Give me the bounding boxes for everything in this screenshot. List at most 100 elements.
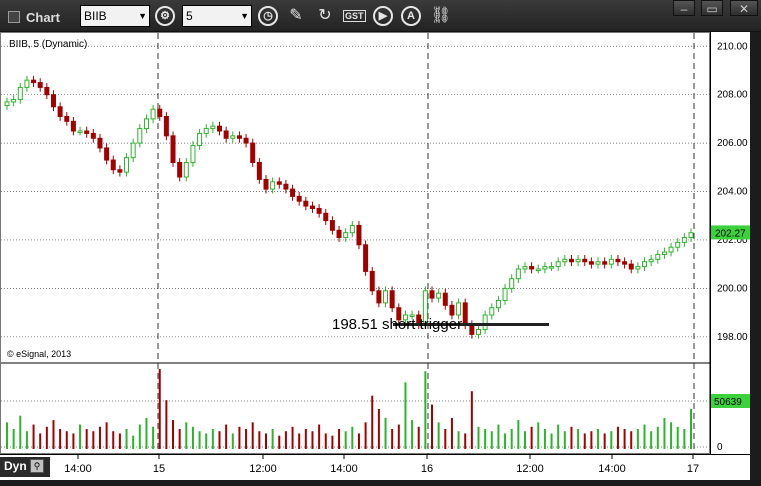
- candle-body: [409, 314, 415, 317]
- candle-body: [70, 120, 76, 132]
- volume-bar: [52, 420, 55, 449]
- volume-bar: [258, 431, 261, 449]
- volume-bar: [583, 433, 586, 449]
- candle-body: [110, 159, 116, 171]
- restore-button[interactable]: ▭: [701, 0, 723, 16]
- volume-bar: [198, 431, 201, 449]
- candle-body: [608, 258, 614, 265]
- volume-bar: [324, 433, 327, 449]
- candle-body: [263, 178, 269, 190]
- candle-body: [495, 299, 501, 309]
- candle-body: [582, 258, 588, 263]
- candle-body: [329, 220, 335, 231]
- candle-body: [542, 266, 548, 270]
- volume-bar: [25, 431, 28, 449]
- volume-bar: [603, 433, 606, 449]
- candle-body: [4, 101, 10, 107]
- candle-body: [402, 314, 408, 321]
- close-button[interactable]: ✕: [730, 0, 758, 16]
- link-icon[interactable]: ⛓: [430, 7, 452, 24]
- candle-body: [588, 261, 594, 265]
- volume-bar: [643, 424, 646, 449]
- candle-body: [475, 329, 481, 335]
- lock-icon[interactable]: ⚲: [30, 459, 44, 473]
- volume-bar: [397, 424, 400, 449]
- candle-body: [223, 130, 229, 139]
- candle-body: [635, 266, 641, 270]
- volume-bar: [504, 433, 507, 449]
- chevron-down-icon[interactable]: ▼: [240, 11, 249, 21]
- last-price-tag: [711, 225, 751, 240]
- volume-bar: [331, 435, 334, 449]
- play-icon[interactable]: ▶: [373, 6, 393, 26]
- volume-bar: [205, 433, 208, 449]
- volume-bar: [211, 429, 214, 449]
- interval-value: 5: [186, 9, 193, 23]
- last-price-label: 202.27: [715, 228, 746, 239]
- minimize-button[interactable]: –: [673, 0, 695, 16]
- volume-bar: [577, 429, 580, 449]
- axis-svg: 210.00 208.00 206.00 204.00 202.00 200.00 198.…: [711, 41, 751, 453]
- volume-bar: [191, 426, 194, 449]
- volume-bar: [384, 417, 387, 449]
- price-tick-label: 208.00: [717, 90, 748, 101]
- candle-body: [688, 232, 694, 239]
- time-tick-label: 15: [153, 463, 165, 475]
- volume-bar: [523, 431, 526, 449]
- chart-plot[interactable]: [1, 33, 711, 455]
- zoom-icon[interactable]: A: [401, 6, 421, 26]
- volume-bar: [85, 429, 88, 449]
- time-axis-svg: 14:00 15 12:00 14:00 16 12:00 14:00 17: [64, 455, 699, 475]
- volume-bar: [636, 429, 639, 449]
- volume-bar: [125, 429, 128, 449]
- candle-body: [449, 304, 455, 316]
- candle-body: [150, 108, 156, 120]
- studies-icon[interactable]: GST: [343, 5, 366, 27]
- volume-bar: [32, 424, 35, 449]
- candle-body: [628, 263, 634, 270]
- window-menu-icon[interactable]: [8, 11, 20, 23]
- candle-body: [595, 261, 601, 265]
- refresh-icon[interactable]: ↻: [318, 7, 332, 24]
- candle-body: [668, 246, 674, 253]
- price-tick-label: 200.00: [717, 283, 748, 294]
- candle-body: [270, 181, 276, 190]
- candle-body: [369, 270, 375, 292]
- volume-bar: [59, 429, 62, 449]
- volume-bar: [185, 422, 188, 449]
- volume-bar: [484, 429, 487, 449]
- candle-body: [456, 302, 462, 316]
- symbol-value: BIIB: [84, 9, 107, 23]
- time-axis[interactable]: 14:00 15 12:00 14:00 16 12:00 14:00 17: [0, 454, 750, 480]
- volume-bar: [6, 422, 8, 449]
- volume-bar: [630, 431, 633, 449]
- candle-body: [283, 183, 289, 190]
- clock-icon[interactable]: ◷: [258, 6, 278, 26]
- candle-body: [37, 82, 43, 88]
- volume-bar: [616, 426, 619, 449]
- volume-bar: [172, 420, 175, 449]
- volume-bar: [178, 429, 181, 449]
- chevron-down-icon[interactable]: ▼: [138, 11, 147, 21]
- symbol-combo[interactable]: BIIB ▼: [80, 5, 150, 27]
- candle-body: [469, 324, 475, 335]
- volume-bar: [278, 435, 281, 449]
- volume-bar: [537, 422, 540, 449]
- symbol-label: BIIB, 5 (Dynamic): [9, 39, 88, 50]
- price-tick-label: 210.00: [717, 41, 748, 52]
- pencil-draw-icon[interactable]: ✎: [289, 7, 303, 24]
- volume-bar: [145, 417, 148, 449]
- candle-body: [230, 135, 236, 139]
- candle-body: [568, 258, 574, 263]
- candle-body: [482, 314, 488, 331]
- copyright-label: © eSignal, 2013: [7, 349, 72, 359]
- volume-bar: [650, 431, 653, 449]
- time-tick-label: 14:00: [330, 463, 358, 475]
- candle-body: [104, 147, 110, 161]
- settings-gear-icon[interactable]: ⚙: [155, 6, 175, 26]
- right-scroll-strip: [750, 32, 761, 480]
- interval-combo[interactable]: 5 ▼: [182, 5, 252, 27]
- price-axis[interactable]: 210.00 208.00 206.00 204.00 202.00 200.00 198.…: [710, 32, 751, 454]
- price-chart-area[interactable]: BIIB, 5 (Dynamic) © eSignal, 2013 198.51…: [0, 32, 711, 455]
